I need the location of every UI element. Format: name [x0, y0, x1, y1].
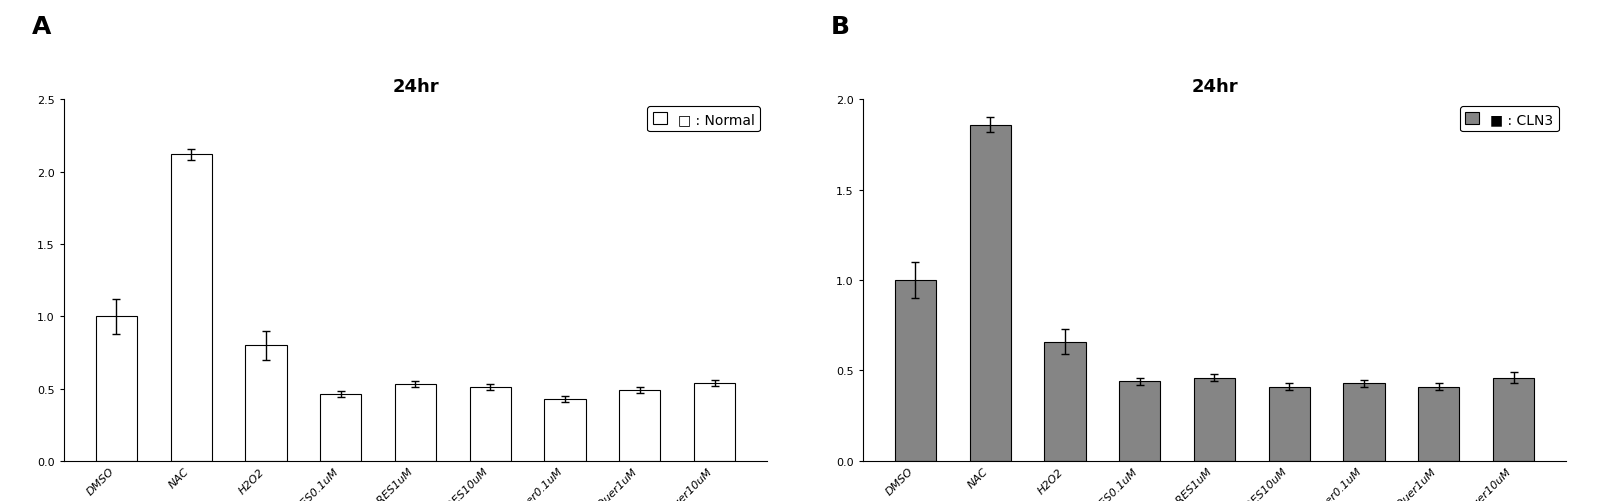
Text: A: A: [32, 15, 51, 39]
Legend: □ : Normal: □ : Normal: [647, 107, 761, 132]
Legend: ■ : CLN3: ■ : CLN3: [1461, 107, 1560, 132]
Bar: [1344, 383, 1384, 461]
Bar: [970, 125, 1012, 461]
Bar: [895, 281, 936, 461]
Bar: [1045, 342, 1085, 461]
Bar: [1194, 378, 1235, 461]
Bar: [246, 346, 286, 461]
Title: 24hr: 24hr: [1191, 78, 1238, 96]
Bar: [545, 399, 585, 461]
Text: B: B: [831, 15, 850, 39]
Bar: [171, 155, 213, 461]
Title: 24hr: 24hr: [392, 78, 439, 96]
Bar: [470, 387, 511, 461]
Bar: [618, 390, 660, 461]
Bar: [1269, 387, 1310, 461]
Bar: [1119, 382, 1160, 461]
Bar: [96, 317, 137, 461]
Bar: [1493, 378, 1534, 461]
Bar: [694, 383, 735, 461]
Bar: [320, 395, 361, 461]
Bar: [395, 384, 436, 461]
Bar: [1417, 387, 1459, 461]
